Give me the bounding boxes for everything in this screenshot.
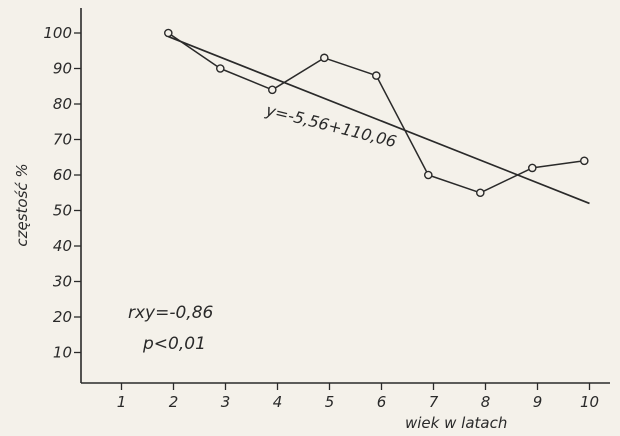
y-tick-label: 30 — [53, 273, 72, 291]
x-tick-label: 2 — [169, 393, 179, 411]
correlation-label: rxy=-0,86 — [128, 303, 214, 323]
y-ticks: 10 20 30 40 50 60 70 80 90 100 — [43, 24, 81, 362]
series-layer — [163, 28, 590, 205]
x-tick-label: 6 — [377, 393, 387, 411]
x-ticks: 1 2 3 4 5 6 7 8 9 10 — [117, 383, 599, 411]
y-tick-label: 50 — [53, 202, 72, 220]
regression-line — [167, 35, 590, 205]
data-point — [580, 156, 589, 166]
x-tick-label: 9 — [533, 393, 543, 411]
data-point — [528, 163, 537, 173]
data-point — [423, 170, 433, 180]
data-point — [319, 53, 329, 63]
x-tick-label: 1 — [117, 393, 127, 411]
data-point — [267, 85, 277, 95]
y-tick-label: 90 — [53, 60, 72, 78]
y-axis-label: częstość % — [13, 163, 31, 246]
x-tick-label: 5 — [325, 393, 335, 411]
y-tick-label: 60 — [53, 166, 72, 184]
axes — [80, 8, 610, 384]
x-tick-label: 8 — [481, 393, 491, 411]
x-tick-label: 4 — [273, 393, 283, 411]
data-point — [163, 28, 173, 38]
y-tick-label: 40 — [53, 237, 72, 255]
x-tick-label: 3 — [221, 393, 231, 411]
significance-label: p<0,01 — [142, 334, 206, 354]
data-point — [371, 71, 381, 80]
x-axis-label: wiek w latach — [405, 414, 507, 432]
y-tick-label: 80 — [53, 95, 72, 113]
data-point — [475, 188, 485, 198]
data-point — [215, 64, 225, 73]
observed-line — [167, 32, 585, 194]
y-tick-label: 70 — [53, 131, 72, 149]
regression-equation-label: y=-5,56+110,06 — [263, 100, 398, 151]
y-tick-label: 10 — [53, 344, 72, 362]
y-tick-label: 20 — [53, 308, 72, 326]
y-tick-label: 100 — [43, 24, 72, 42]
x-tick-label: 7 — [429, 393, 439, 411]
x-tick-label: 10 — [580, 393, 599, 411]
